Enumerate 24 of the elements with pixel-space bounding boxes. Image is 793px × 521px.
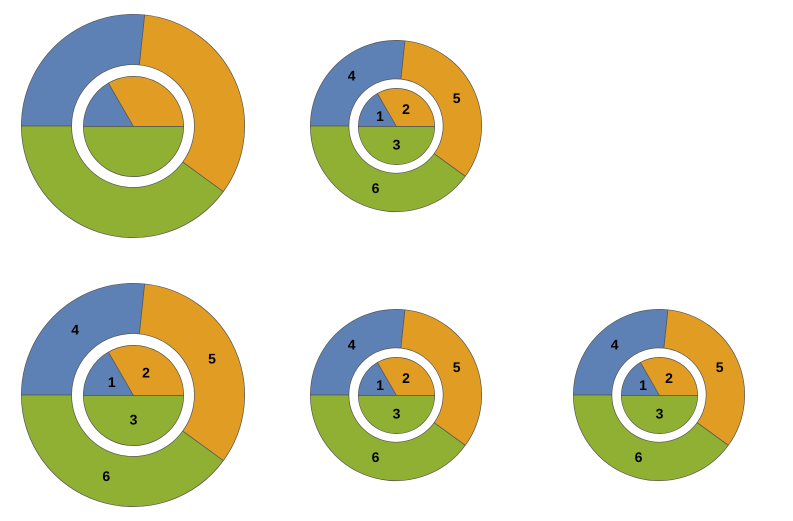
data-label: 3 [655, 404, 664, 421]
data-label: 5 [208, 350, 216, 367]
data-label: 1 [376, 107, 384, 124]
data-label: 2 [402, 369, 410, 386]
data-label: 6 [372, 180, 380, 196]
data-label: 5 [452, 90, 461, 106]
data-label: 1 [376, 376, 384, 392]
data-label: 1 [638, 376, 647, 392]
data-label: 1 [107, 373, 116, 390]
data-label: 4 [610, 336, 619, 353]
data-label: 4 [348, 68, 356, 84]
data-label: 6 [372, 448, 380, 465]
data-label: 2 [402, 100, 410, 116]
data-label: 6 [634, 448, 643, 465]
data-label: 5 [716, 358, 724, 375]
data-label: 4 [71, 322, 80, 338]
data-label: 4 [348, 336, 356, 353]
data-label: 6 [102, 468, 110, 484]
data-label: 3 [392, 404, 400, 421]
data-label: 3 [392, 136, 400, 152]
data-label: 5 [452, 358, 461, 375]
data-label: 3 [129, 410, 138, 427]
data-label: 2 [664, 369, 673, 386]
data-label: 2 [142, 364, 150, 380]
